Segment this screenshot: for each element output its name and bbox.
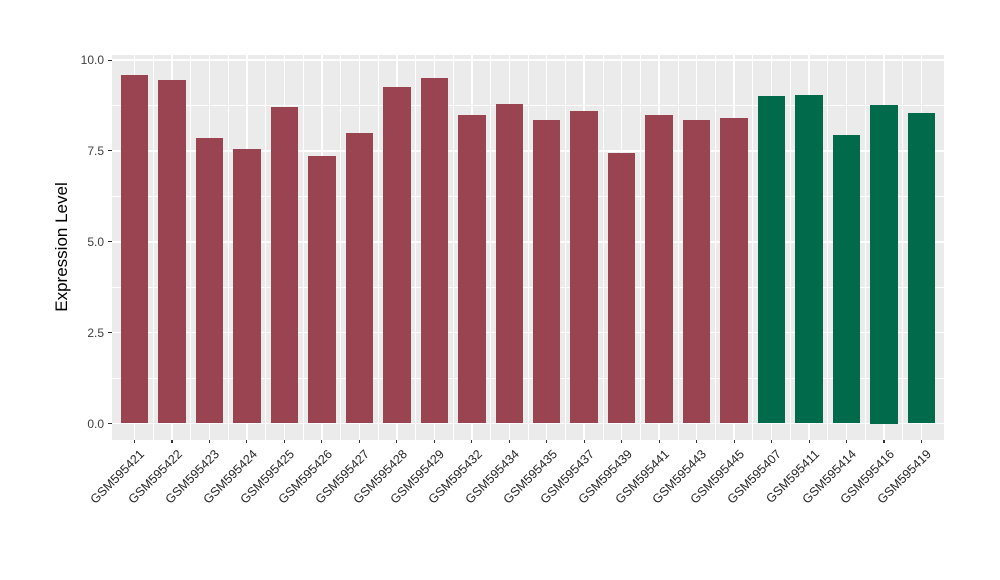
bar-GSM595419: [907, 112, 936, 424]
x-tick-mark: [471, 440, 473, 443]
gridline-minor-x: [415, 55, 416, 440]
bar-GSM595426: [308, 156, 336, 424]
x-tick-mark: [696, 440, 698, 443]
y-tick-mark: [108, 150, 112, 152]
gridline-minor-x: [377, 55, 379, 440]
gridline-minor-x: [864, 55, 866, 440]
y-tick-label: 5.0: [87, 234, 104, 249]
gridline-minor-x: [602, 55, 604, 440]
x-tick-mark: [396, 440, 398, 443]
y-tick-label: 10.0: [80, 53, 104, 67]
y-tick-mark: [108, 59, 112, 61]
bar-GSM595414: [832, 134, 861, 424]
bar-GSM595429: [420, 78, 449, 424]
gridline-minor-x: [902, 55, 904, 440]
bar-GSM595428: [383, 87, 411, 424]
x-tick-mark: [808, 440, 810, 443]
bar-GSM595435: [532, 119, 561, 424]
x-tick-mark: [771, 440, 773, 443]
x-tick-mark: [133, 440, 136, 443]
plot-panel: [112, 55, 944, 440]
x-tick-mark: [171, 440, 173, 443]
gridline-major-y: [112, 422, 944, 425]
bar-GSM595407: [757, 96, 786, 424]
bar-GSM595439: [607, 152, 636, 424]
x-tick-mark: [920, 440, 923, 443]
x-tick-mark: [208, 440, 210, 443]
x-tick-mark: [883, 440, 885, 443]
gridline-minor-x: [152, 55, 154, 440]
x-tick-mark: [658, 440, 660, 443]
y-tick-label: 2.5: [87, 325, 104, 340]
bar-GSM595441: [645, 114, 673, 424]
gridline-minor-x: [302, 55, 304, 440]
gridline-major-y: [112, 241, 944, 243]
x-tick-mark: [583, 440, 585, 443]
gridline-minor-x: [789, 55, 791, 440]
gridline-major-y: [112, 150, 944, 152]
y-tick-mark: [108, 332, 112, 334]
gridline-minor-x: [340, 55, 341, 440]
gridline-minor-x: [190, 55, 192, 440]
x-tick-mark: [546, 440, 548, 443]
x-tick-mark: [621, 440, 623, 443]
gridline-minor-x: [490, 55, 491, 440]
bar-GSM595422: [158, 79, 186, 424]
gridline-minor-x: [677, 55, 679, 440]
x-tick-mark: [508, 440, 510, 443]
gridline-major-y: [112, 59, 944, 61]
x-tick-mark: [246, 440, 248, 443]
bar-GSM595432: [458, 114, 486, 424]
bar-GSM595437: [570, 110, 598, 424]
bar-GSM595425: [270, 107, 299, 424]
bar-GSM595411: [795, 94, 823, 424]
bar-GSM595443: [682, 119, 711, 424]
gridline-minor-x: [752, 55, 754, 440]
gridline-minor-x: [265, 55, 267, 440]
y-tick-label: 0.0: [87, 416, 104, 431]
bar-GSM595421: [120, 74, 149, 424]
gridline-minor-x: [714, 55, 716, 440]
bar-GSM595445: [720, 118, 748, 424]
gridline-minor-x: [527, 55, 529, 440]
gridline-minor-x: [827, 55, 829, 440]
x-tick-mark: [321, 440, 323, 443]
gridline-minor-x: [640, 55, 641, 440]
x-tick-mark: [358, 440, 360, 443]
bar-GSM595434: [495, 103, 523, 424]
x-tick-mark: [433, 440, 435, 443]
x-tick-mark: [733, 440, 735, 443]
x-tick-mark: [283, 440, 285, 443]
y-tick-label: 7.5: [87, 143, 104, 158]
bar-GSM595424: [233, 149, 261, 424]
bar-GSM595416: [870, 105, 898, 424]
y-tick-mark: [108, 423, 112, 425]
gridline-minor-x: [452, 55, 454, 440]
gridline-minor-x: [565, 55, 566, 440]
bar-GSM595427: [345, 132, 374, 424]
gridline-major-y: [112, 331, 944, 334]
bar-GSM595423: [195, 138, 224, 424]
x-tick-mark: [846, 440, 848, 443]
y-tick-mark: [108, 241, 112, 243]
gridline-minor-x: [227, 55, 229, 440]
